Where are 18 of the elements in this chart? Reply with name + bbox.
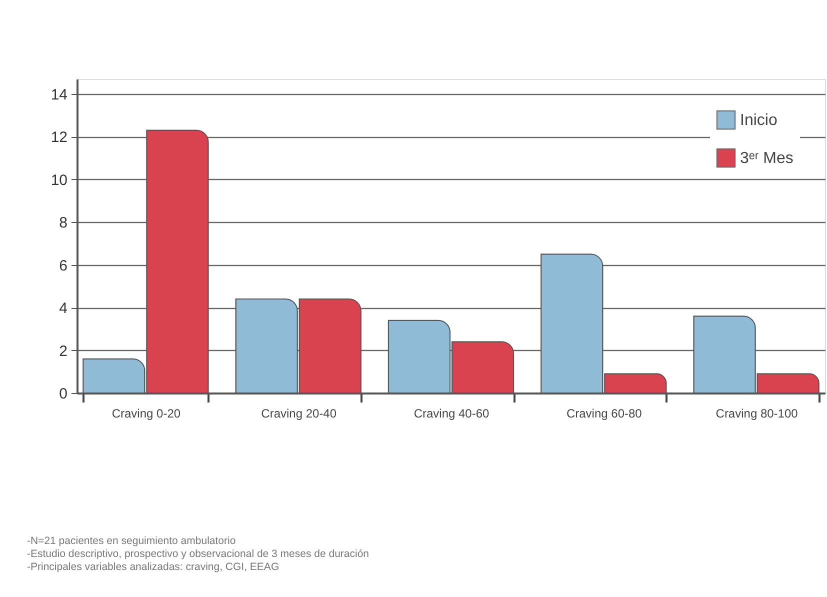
- text: -N=21 pacientes en seguimiento ambulatorio: [27, 535, 236, 547]
- x-tick-label: Craving 0-20: [112, 406, 181, 420]
- x-tick-label: Craving 40-60: [414, 406, 490, 420]
- y-tick-label: 6: [59, 257, 68, 274]
- text: -Principales variables analizadas: craving, CGI, EEAG: [27, 561, 280, 573]
- y-tick-label: 2: [59, 342, 68, 360]
- y-tick-label: 0: [59, 386, 68, 402]
- x-tick-label: Craving 60-80: [566, 406, 642, 420]
- y-tick-label: 4: [59, 300, 68, 318]
- y-tick-label: 8: [59, 214, 68, 232]
- x-tick-label: Craving 20-40: [261, 406, 337, 420]
- legend-label: Inicio: [740, 112, 778, 129]
- y-tick-label: 10: [50, 172, 68, 189]
- y-tick-label: 12: [50, 129, 68, 146]
- text: -Estudio descriptivo, prospectivo y observacional de 3 meses de duración: [27, 548, 370, 560]
- legend-label: 3ᵉʳ Mes: [740, 150, 794, 167]
- x-tick-label: Craving 80-100: [716, 406, 798, 420]
- y-tick-label: 14: [50, 86, 68, 104]
